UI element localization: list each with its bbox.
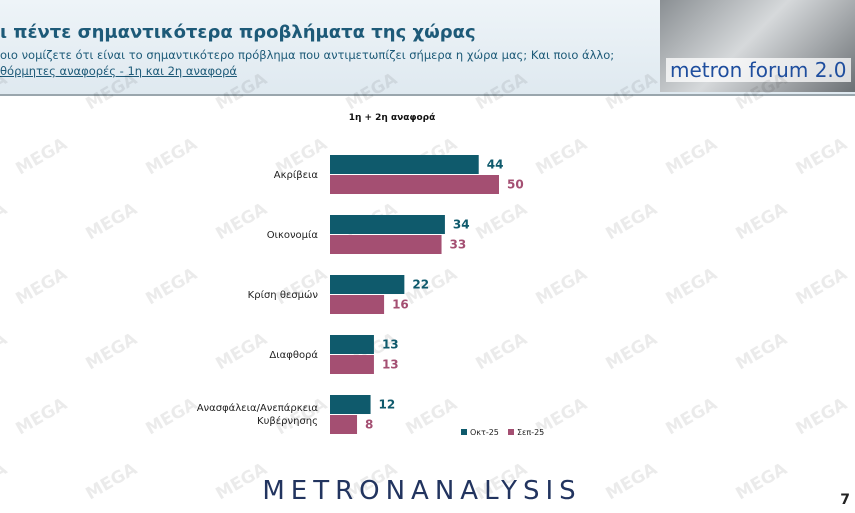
watermark: MEGA — [0, 459, 11, 505]
bar — [330, 335, 374, 354]
legend-label: Σεπ-25 — [517, 428, 544, 437]
value-label: 13 — [382, 358, 399, 372]
bar — [330, 295, 385, 314]
watermark: MEGA — [473, 329, 532, 375]
watermark: MEGA — [533, 134, 592, 180]
watermark: MEGA — [343, 69, 402, 115]
logo: metron forum 2.0 — [660, 0, 855, 92]
category-label: Οικονομία — [266, 229, 318, 241]
watermark: MEGA — [663, 264, 722, 310]
watermark: MEGA — [603, 69, 662, 115]
watermark: MEGA — [143, 264, 202, 310]
bar — [330, 275, 405, 294]
value-label: 33 — [450, 238, 467, 252]
watermark: MEGA — [733, 69, 792, 115]
watermark: MEGA — [273, 264, 332, 310]
bar — [330, 355, 374, 374]
value-label: 50 — [507, 178, 524, 192]
watermark: MEGA — [733, 459, 792, 505]
value-label: 16 — [392, 298, 409, 312]
value-label: 8 — [365, 418, 373, 432]
bar — [330, 215, 445, 234]
bar — [330, 415, 358, 434]
value-label: 12 — [379, 398, 396, 412]
value-label: 34 — [453, 218, 470, 232]
chart-title: 1η + 2η αναφορά — [349, 113, 436, 123]
watermark: MEGA — [83, 459, 142, 505]
watermark: MEGA — [533, 264, 592, 310]
watermark: MEGA — [403, 394, 462, 440]
watermark: MEGA — [213, 69, 272, 115]
watermark: MEGA — [793, 394, 852, 440]
watermark: MEGA — [13, 264, 72, 310]
bar — [330, 395, 371, 414]
watermark: MEGA — [83, 329, 142, 375]
brand: METRONANALYSIS — [262, 476, 581, 506]
legend-label: Οκτ-25 — [470, 428, 499, 437]
watermark: MEGA — [83, 69, 142, 115]
slide-title: ι πέντε σημαντικότερα προβλήματα της χώρ… — [0, 22, 476, 43]
value-label: 13 — [382, 338, 399, 352]
watermark: MEGA — [13, 134, 72, 180]
watermark: MEGA — [13, 394, 72, 440]
watermark: MEGA — [603, 199, 662, 245]
header: ι πέντε σημαντικότερα προβλήματα της χώρ… — [0, 0, 855, 96]
watermark: MEGA — [0, 199, 11, 245]
category-label: Ανασφάλεια/Ανεπάρκεια Κυβέρνησης — [196, 403, 318, 427]
watermark: MEGA — [793, 134, 852, 180]
bar — [330, 155, 479, 174]
watermark: MEGA — [603, 459, 662, 505]
legend-swatch — [508, 429, 514, 435]
watermark: MEGA — [0, 329, 11, 375]
bar — [330, 175, 499, 194]
legend-swatch — [461, 429, 467, 435]
watermark: MEGA — [663, 394, 722, 440]
watermark: MEGA — [403, 264, 462, 310]
watermark: MEGA — [473, 199, 532, 245]
value-label: 44 — [487, 158, 504, 172]
watermark: MEGA — [603, 329, 662, 375]
watermark: MEGA — [793, 264, 852, 310]
watermark: MEGA — [473, 69, 532, 115]
category-label: Κρίση θεσμών — [247, 289, 318, 301]
value-label: 22 — [412, 278, 429, 292]
watermark: MEGA — [0, 69, 11, 115]
page-number: 7 — [840, 492, 850, 508]
logo-text: metron forum 2.0 — [666, 58, 851, 82]
watermark: MEGA — [733, 199, 792, 245]
bar — [330, 235, 442, 254]
watermark: MEGA — [83, 199, 142, 245]
category-label: Διαφθορά — [269, 349, 318, 361]
category-label: Ακρίβεια — [273, 169, 318, 181]
watermark: MEGA — [663, 134, 722, 180]
question: οιο νομίζετε ότι είναι το σημαντικότερο … — [0, 48, 615, 62]
note: θόρμητες αναφορές - 1η και 2η αναφορά — [0, 64, 237, 78]
watermark: MEGA — [733, 329, 792, 375]
